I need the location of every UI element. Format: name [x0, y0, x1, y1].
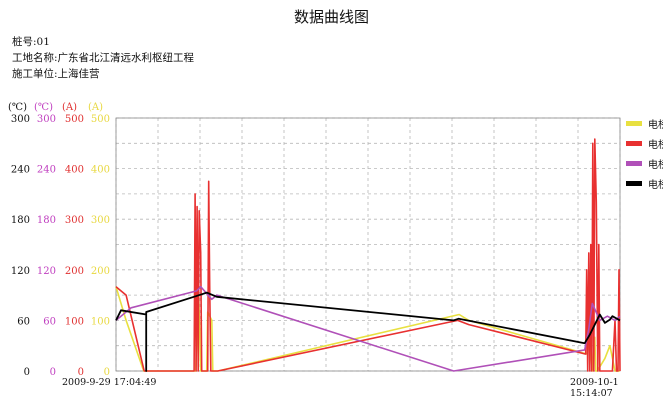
axis-tick-label: 240: [37, 165, 56, 176]
axis-tick-label: 300: [65, 215, 84, 226]
axis-tick-label: 60: [43, 316, 56, 327]
axis-tick-label: 100: [65, 316, 84, 327]
time-end-label: 2009-10-1 15:14:07: [570, 377, 663, 399]
axis-unit-label: (℃): [34, 102, 53, 113]
legend-swatch: [626, 121, 642, 126]
legend-swatch: [626, 161, 642, 166]
legend-swatch: [626, 181, 642, 186]
axis-tick-label: 240: [11, 165, 30, 176]
axis-tick-label: 500: [65, 114, 84, 125]
axis-tick-label: 60: [17, 316, 30, 327]
legend-label: 电桥: [648, 136, 663, 151]
legend-swatch: [626, 141, 642, 146]
axis-tick-label: 300: [37, 114, 56, 125]
legend-item-2: 电桥: [626, 136, 663, 151]
legend-label: 电桥: [648, 156, 663, 171]
axis-tick-label: 120: [37, 266, 56, 277]
legend-item-4: 电桥: [626, 176, 663, 191]
time-start-label: 2009-9-29 17:04:49: [62, 377, 156, 388]
axis-tick-label: 100: [91, 316, 110, 327]
axis-tick-label: 120: [11, 266, 30, 277]
axis-tick-label: 300: [11, 114, 30, 125]
axis-tick-label: 400: [91, 165, 110, 176]
axis-tick-label: 180: [37, 215, 56, 226]
axis-tick-label: 0: [50, 367, 56, 378]
axis-tick-label: 0: [24, 367, 30, 378]
legend-label: 电桥: [648, 116, 663, 131]
axis-tick-label: 200: [91, 266, 110, 277]
axis-tick-label: 180: [11, 215, 30, 226]
axis-tick-label: 500: [91, 114, 110, 125]
axis-unit-label: (A): [88, 102, 103, 113]
axis-tick-label: 400: [65, 165, 84, 176]
legend-item-1: 电桥: [626, 116, 663, 131]
axis-unit-label: (℃): [8, 102, 27, 113]
legend-item-3: 电桥: [626, 156, 663, 171]
axis-tick-label: 200: [65, 266, 84, 277]
axis-unit-label: (A): [62, 102, 77, 113]
axis-tick-label: 300: [91, 215, 110, 226]
legend-label: 电桥: [648, 176, 663, 191]
